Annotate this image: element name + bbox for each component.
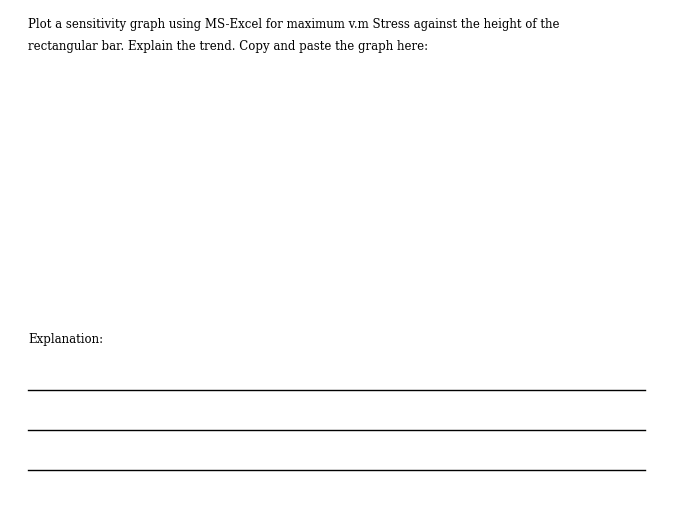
- Text: Plot a sensitivity graph using MS-Excel for maximum v.m Stress against the heigh: Plot a sensitivity graph using MS-Excel …: [28, 18, 559, 31]
- Text: Explanation:: Explanation:: [28, 333, 103, 346]
- Text: rectangular bar. Explain the trend. Copy and paste the graph here:: rectangular bar. Explain the trend. Copy…: [28, 40, 428, 53]
